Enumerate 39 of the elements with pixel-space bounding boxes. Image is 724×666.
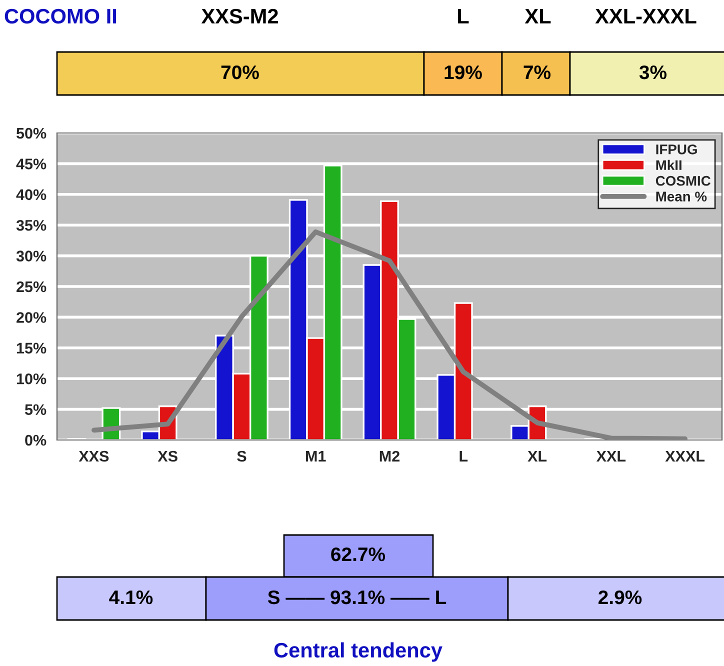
text: 19% [444,65,482,80]
y-tick-label: 20% [16,312,46,323]
x-tick-label: M1 [306,450,326,462]
text: S —— 93.1% —— L [268,590,446,604]
text: 62.7% [331,547,386,562]
text: 2.9% [598,590,642,604]
y-tick-label: 35% [16,220,46,231]
y-tick-label: 45% [16,158,46,170]
x-tick-label: L [460,450,468,462]
y-tick-label: 50% [16,128,46,139]
x-tick-label: XXXL [665,450,705,462]
y-tick-label: 25% [16,281,46,292]
x-tick-label: XXL [596,450,626,462]
text: L [458,9,469,24]
text: XL [524,9,551,24]
text: 7% [524,66,551,80]
text: 70% [221,65,259,80]
legend-label: IFPUG [656,144,697,154]
y-tick-label: 10% [16,373,46,384]
y-tick-label: 40% [16,189,46,200]
y-tick-label: 30% [16,250,46,262]
x-tick-label: XL [528,450,547,462]
x-tick-label: XS [158,450,178,462]
text: 4.1% [109,590,153,604]
legend-label: Mean % [656,192,707,202]
text: Central tendency [274,642,442,662]
y-tick-label: 0% [25,434,46,446]
legend-label: COSMIC [656,176,711,186]
x-tick-label: XXS [78,450,109,462]
x-tick-label: S [237,450,246,462]
x-tick-label: M2 [380,450,400,462]
line-series [92,229,688,440]
y-tick-label: 5% [24,404,46,415]
text: COCOMO II [4,8,116,24]
legend-label: MkII [656,160,682,170]
text: XXL-XXXL [595,9,696,24]
text: XXS-M2 [201,8,278,24]
text: 3% [639,65,667,80]
y-tick-label: 15% [16,342,46,354]
